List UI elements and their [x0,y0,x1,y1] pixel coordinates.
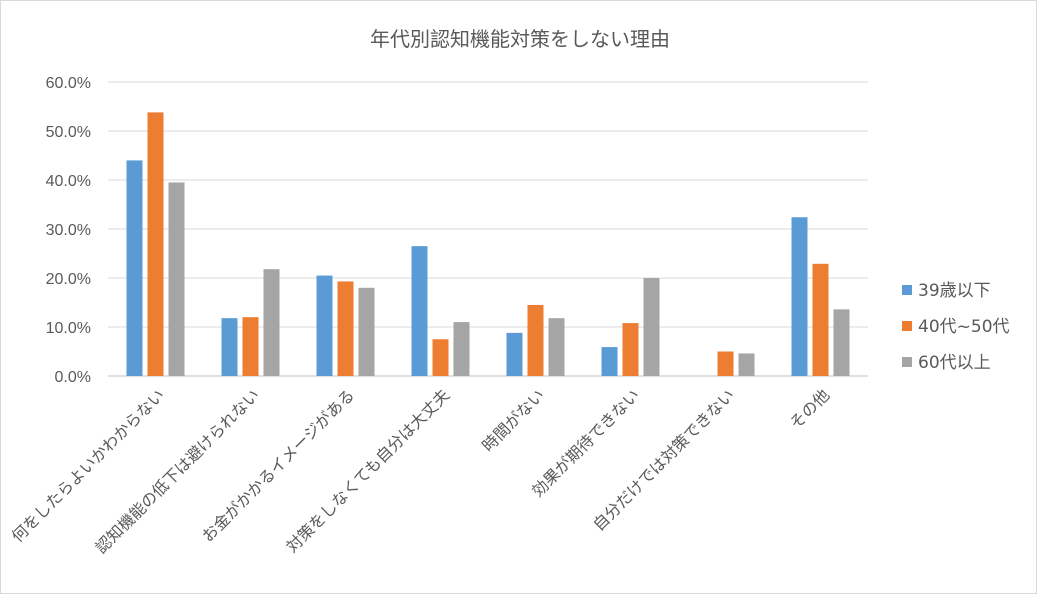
bar [453,322,470,376]
bar [527,304,544,376]
y-tick-label: 10.0% [46,320,91,337]
legend-swatch [902,321,912,331]
bar [833,309,850,376]
bar [263,269,280,376]
bar [242,317,259,376]
x-axis-categories: 何をしたらよいかわからない認知機能の低下は避けられないお金がかかるイメージがある… [8,385,834,557]
x-category-label: その他 [786,385,833,432]
y-tick-label: 0.0% [55,369,91,386]
bar [506,332,523,376]
x-category-label: 認知機能の低下は避けられない [91,385,263,557]
y-tick-label: 20.0% [46,271,91,288]
bar [717,351,734,376]
legend-label: 39歳以下 [918,281,991,301]
bar [411,246,428,376]
x-category-label: 時間がない [478,385,548,455]
bar [738,353,755,376]
bar [168,182,185,376]
y-tick-label: 50.0% [46,124,91,141]
x-category-label: 何をしたらよいかわからない [8,385,169,546]
legend-swatch [902,285,912,295]
chart-title: 年代別認知機能対策をしない理由 [370,27,670,51]
bar [221,318,238,376]
bar [791,217,808,376]
y-tick-label: 60.0% [46,75,91,92]
bar [622,323,639,376]
bar [432,339,449,376]
y-tick-label: 40.0% [46,173,91,190]
bar [812,263,829,376]
bar [358,287,375,376]
bar [548,318,565,376]
y-tick-label: 30.0% [46,222,91,239]
bar [126,160,143,376]
bars [126,112,850,376]
x-category-label: 対策をしなくても自分は大丈夫 [282,385,453,556]
legend: 39歳以下 40代~50代 60代以上 [902,281,1010,373]
bar [316,275,333,376]
bar [601,347,618,376]
bar [147,112,164,376]
bar [337,281,354,376]
legend-swatch [902,357,912,367]
x-category-label: お金がかかるイメージがある [198,385,358,545]
legend-label: 40代~50代 [918,317,1010,337]
y-axis-ticks: 0.0% 10.0% 20.0% 30.0% 40.0% 50.0% 60.0% [46,75,91,386]
legend-label: 60代以上 [918,353,991,373]
bar [643,278,660,376]
